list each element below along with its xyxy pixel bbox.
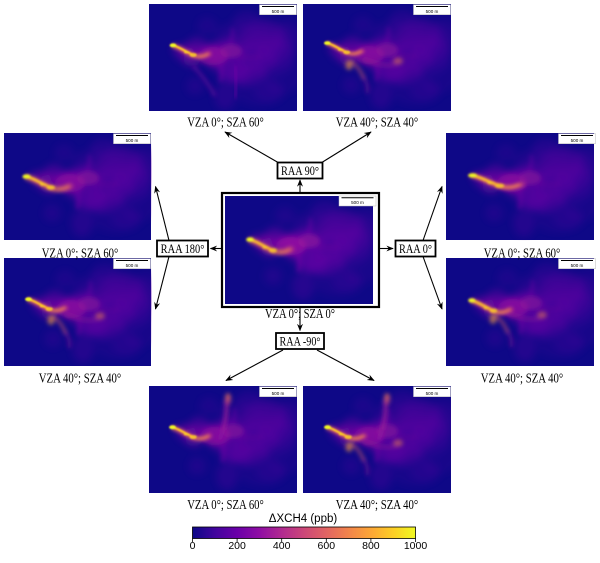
svg-text:ΔXCH4 (ppb): ΔXCH4 (ppb) [269,513,338,525]
svg-text:200: 200 [228,540,246,552]
svg-text:VZA 40°; SZA 40°: VZA 40°; SZA 40° [336,497,419,512]
svg-text:VZA 40°; SZA 40°: VZA 40°; SZA 40° [39,370,122,385]
svg-text:VZA 40°; SZA 40°: VZA 40°; SZA 40° [481,370,564,385]
svg-text:VZA 0°; SZA 60°: VZA 0°; SZA 60° [484,245,561,260]
svg-text:VZA 0°; SZA 60°: VZA 0°; SZA 60° [187,497,264,512]
svg-text:VZA 40°; SZA 40°: VZA 40°; SZA 40° [336,114,419,129]
svg-text:400: 400 [273,540,291,552]
svg-text:0: 0 [190,540,196,552]
svg-text:1000: 1000 [404,540,428,552]
svg-text:RAA 0°: RAA 0° [399,242,432,256]
svg-text:VZA 0°; SZA 60°: VZA 0°; SZA 60° [187,114,264,129]
svg-text:800: 800 [362,540,380,552]
svg-text:600: 600 [318,540,336,552]
svg-text:RAA 180°: RAA 180° [161,242,205,256]
svg-text:RAA 90°: RAA 90° [281,164,319,178]
svg-text:VZA 0°; SZA 60°: VZA 0°; SZA 60° [42,245,119,260]
svg-text:RAA -90°: RAA -90° [280,334,321,348]
